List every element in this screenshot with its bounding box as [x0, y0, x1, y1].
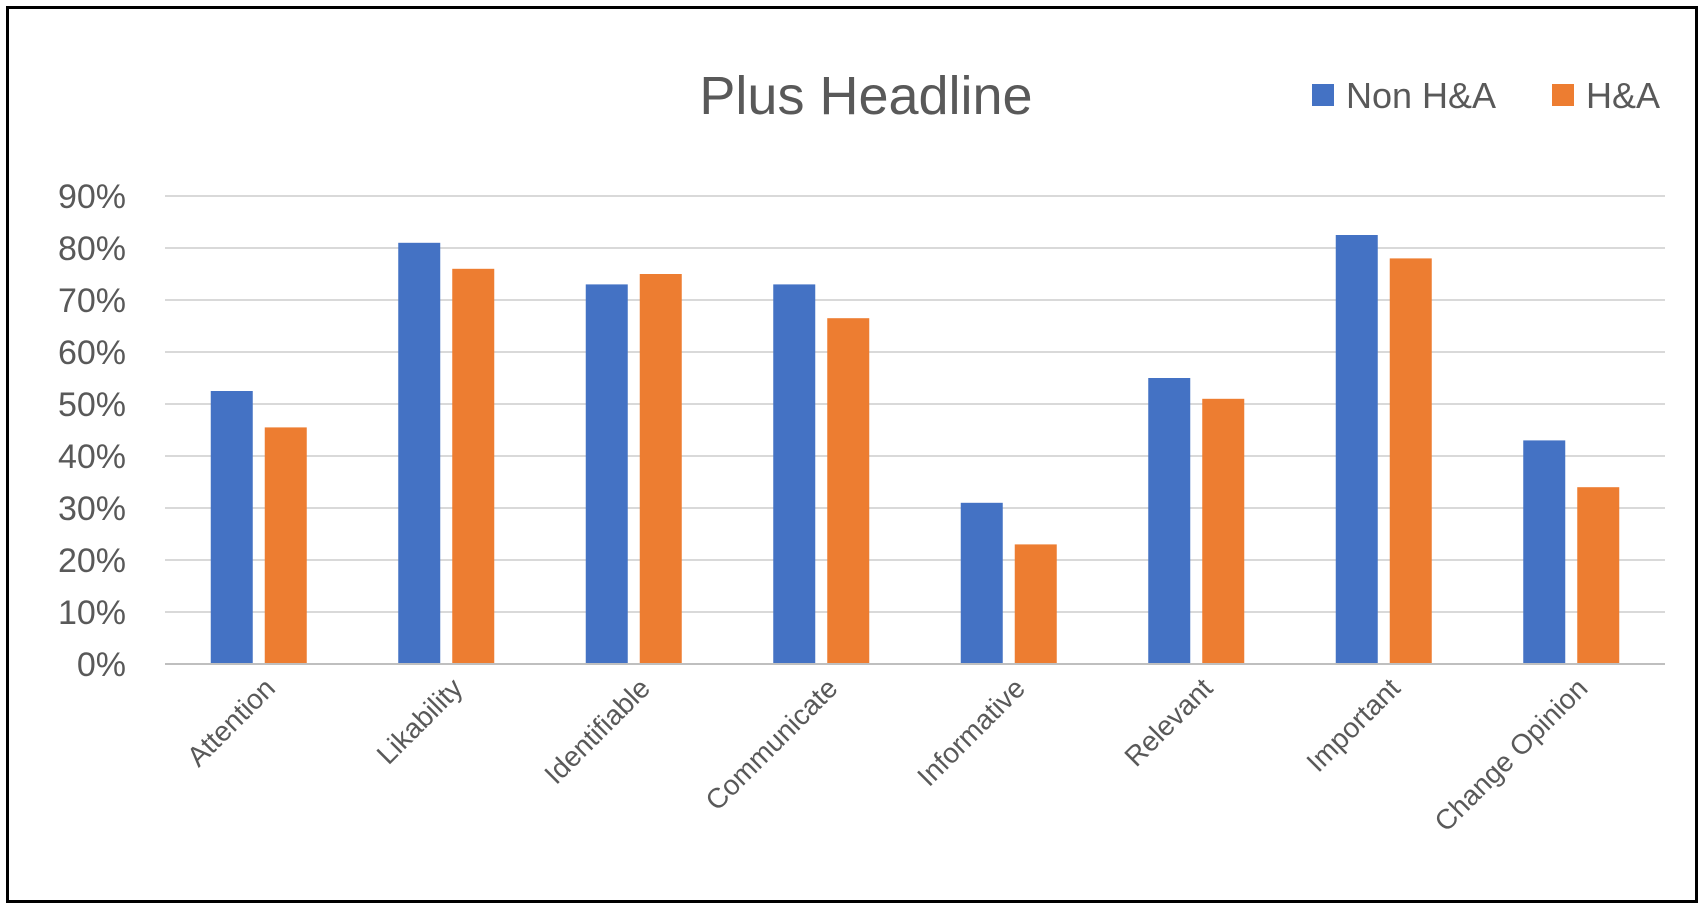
legend-swatch-non-ha	[1312, 84, 1334, 106]
bar-non-ha-likability	[398, 242, 441, 665]
bar-non-ha-communicate	[773, 284, 816, 664]
bar-ha-change-opinion	[1577, 487, 1620, 664]
legend: Non H&A H&A	[1312, 75, 1660, 116]
bars	[210, 235, 1620, 665]
bar-non-ha-informative	[960, 502, 1003, 664]
x-tick-label: Relevant	[1118, 672, 1218, 772]
bar-ha-attention	[264, 427, 307, 664]
y-tick-label: 30%	[58, 490, 126, 528]
x-axis: Attention Likability Identifiable Communica…	[165, 663, 1665, 837]
bar-non-ha-identifiable	[585, 284, 628, 664]
x-tick-label: Communicate	[699, 672, 843, 816]
x-tick-label: Important	[1300, 672, 1406, 778]
y-tick-label: 10%	[58, 594, 126, 632]
x-tick-label: Change Opinion	[1428, 672, 1593, 837]
bar-ha-important	[1389, 258, 1432, 664]
legend-label-non-ha: Non H&A	[1346, 75, 1496, 116]
bar-ha-identifiable	[639, 274, 682, 664]
bar-non-ha-change-opinion	[1523, 440, 1566, 664]
bar-ha-informative	[1014, 544, 1057, 664]
legend-swatch-ha	[1552, 84, 1574, 106]
gridlines	[165, 195, 1665, 665]
y-tick-label: 40%	[58, 438, 126, 476]
y-tick-label: 90%	[58, 178, 126, 216]
chart-title: Plus Headline	[699, 66, 1032, 126]
legend-label-ha: H&A	[1586, 75, 1660, 116]
bar-ha-relevant	[1202, 398, 1245, 664]
x-tick-label: Likability	[371, 672, 469, 770]
x-tick-label: Identifiable	[538, 672, 656, 790]
bar-ha-communicate	[827, 318, 870, 664]
bar-non-ha-attention	[210, 391, 253, 664]
y-tick-label: 80%	[58, 230, 126, 268]
y-tick-label: 70%	[58, 282, 126, 320]
bar-non-ha-relevant	[1148, 378, 1191, 664]
bar-ha-likability	[452, 268, 495, 664]
y-tick-label: 0%	[77, 646, 126, 684]
x-tick-label: Attention	[181, 672, 281, 772]
x-tick-label: Informative	[911, 672, 1031, 792]
y-tick-label: 20%	[58, 542, 126, 580]
y-axis: 0% 10% 20% 30% 40% 50% 60% 70% 80% 90%	[58, 178, 126, 684]
bar-non-ha-important	[1335, 235, 1378, 664]
y-tick-label: 60%	[58, 334, 126, 372]
y-tick-label: 50%	[58, 386, 126, 424]
